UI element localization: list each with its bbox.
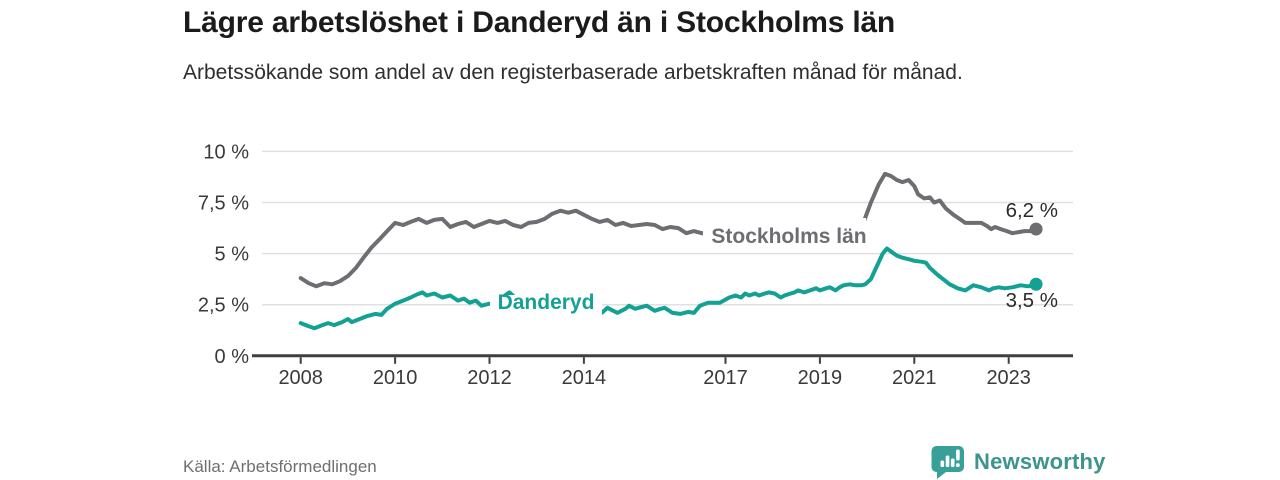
series-end-value-label: 3,5 % xyxy=(1006,289,1058,312)
x-tick-label: 2012 xyxy=(467,367,512,389)
series-line-danderyd xyxy=(298,246,1039,331)
series-end-dot xyxy=(1029,277,1043,291)
chart-subtitle: Arbetssökande som andel av den registerb… xyxy=(183,61,963,84)
x-tick-label: 2019 xyxy=(798,367,843,389)
x-tick-label: 2017 xyxy=(703,367,748,389)
logo-bar-1 xyxy=(940,460,945,467)
y-tick-label: 2,5 % xyxy=(198,295,249,317)
x-tick-label: 2010 xyxy=(373,367,418,389)
newsworthy-brand: Newsworthy xyxy=(930,443,1106,480)
series-line-stockholms-län xyxy=(298,171,1039,289)
newsworthy-logo-icon xyxy=(931,446,964,479)
x-tick-label: 2014 xyxy=(562,367,607,389)
brand-name: Newsworthy xyxy=(974,448,1106,474)
y-tick-label: 0 % xyxy=(215,346,250,368)
series-inline-label: Danderyd xyxy=(498,291,595,314)
series-label-mask xyxy=(490,295,602,316)
page-title: Lägre arbetslöshet i Danderyd än i Stock… xyxy=(183,6,896,39)
source-note: Källa: Arbetsförmedlingen xyxy=(183,457,377,476)
x-tick-label: 2021 xyxy=(892,367,937,389)
y-tick-label: 7,5 % xyxy=(198,193,249,215)
x-tick-label: 2008 xyxy=(278,367,323,389)
series-inline-label: Stockholms län xyxy=(711,225,866,248)
y-tick-label: 10 % xyxy=(203,141,249,163)
x-tick-label: 2023 xyxy=(986,367,1031,389)
series-end-value-label: 6,2 % xyxy=(1006,199,1058,222)
logo-exclamation-bar xyxy=(956,449,960,461)
y-tick-label: 5 % xyxy=(215,244,250,266)
series-end-dot xyxy=(1029,222,1043,236)
logo-bar-3 xyxy=(950,458,955,467)
logo-bar-2 xyxy=(945,455,950,467)
logo-exclamation-dot xyxy=(956,463,960,467)
series-label-mask xyxy=(703,218,866,252)
